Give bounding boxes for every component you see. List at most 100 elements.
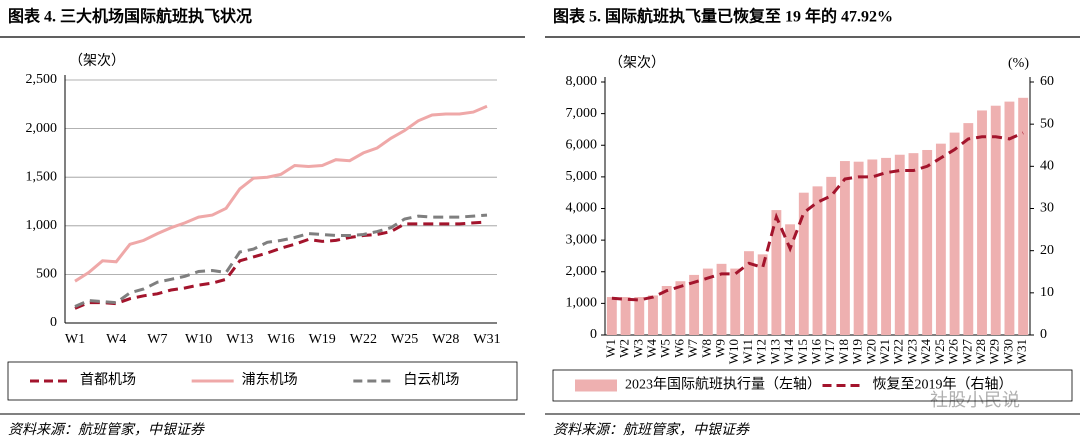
bar: [826, 176, 837, 335]
y2-tick-label: 20: [1040, 243, 1054, 258]
y2-tick-label: 10: [1040, 285, 1054, 300]
x-tick-label: W10: [726, 339, 741, 364]
y-tick-label: 0: [50, 315, 57, 330]
bar: [894, 154, 905, 335]
x-tick-label: W8: [699, 339, 714, 358]
bar: [730, 268, 741, 335]
x-tick-label: W5: [658, 339, 673, 358]
source: 资料来源：航班管家，中银证券: [553, 422, 750, 438]
x-tick-label: W9: [713, 339, 728, 358]
bar: [744, 251, 754, 335]
bar: [1004, 101, 1015, 335]
x-tick-label: W24: [918, 339, 933, 365]
x-tick-label: W19: [309, 332, 336, 347]
y-tick-label: 2,500: [26, 72, 58, 87]
y-tick-label: 8,000: [566, 74, 598, 89]
x-tick-label: W27: [959, 339, 974, 365]
y-tick-label: 1,000: [26, 218, 58, 233]
bar: [963, 123, 974, 335]
legend-box: [552, 369, 1073, 402]
y-tick-label: 1,500: [26, 169, 58, 184]
x-tick-label: W21: [877, 339, 892, 364]
bar: [675, 281, 686, 335]
y-tick-label: 1,000: [566, 296, 598, 311]
y-tick-label: 4,000: [566, 201, 598, 216]
bar: [922, 149, 933, 335]
x-tick-label: W23: [904, 339, 919, 364]
y-tick-label: 500: [36, 267, 57, 282]
bar: [798, 192, 809, 335]
y-tick-label: 3,000: [566, 232, 598, 247]
x-tick-label: W7: [147, 332, 167, 347]
y-tick-label: 7,000: [566, 106, 598, 121]
x-tick-label: W15: [795, 339, 810, 364]
bar: [839, 161, 850, 335]
series-line: [74, 213, 488, 308]
bar: [867, 159, 878, 335]
x-tick-label: W2: [617, 339, 632, 358]
y-axis-label: （架次）: [609, 55, 665, 71]
y2-tick-label: 0: [1040, 327, 1047, 342]
x-tick-label: W6: [671, 339, 686, 358]
y-tick-label: 2,000: [26, 121, 58, 136]
x-tick-label: W30: [1000, 339, 1015, 364]
bar: [648, 295, 658, 335]
x-tick-label: W17: [822, 339, 837, 365]
bar: [620, 297, 631, 335]
series-line: [611, 131, 1024, 302]
legend-label: 浦东机场: [242, 372, 298, 388]
x-tick-label: W14: [781, 339, 796, 365]
x-tick-label: W26: [946, 339, 961, 365]
x-tick-label: W31: [473, 332, 500, 347]
bar: [853, 161, 864, 335]
bar: [881, 157, 891, 335]
y-tick-label: 5,000: [566, 169, 598, 184]
legend-label: 首都机场: [80, 372, 136, 388]
watermark: 社股小民说: [930, 390, 1020, 410]
bar: [661, 285, 672, 335]
x-tick-label: W16: [808, 339, 823, 365]
bar: [990, 105, 1001, 335]
chart-title: 图表 5. 国际航班执飞量已恢复至 19 年的 47.92%: [553, 7, 893, 26]
x-tick-label: W22: [891, 339, 906, 364]
bar: [908, 153, 919, 335]
x-tick-label: W11: [740, 339, 755, 364]
y-tick-label: 0: [590, 327, 597, 342]
legend-swatch: [575, 379, 617, 392]
x-tick-label: W13: [226, 332, 253, 347]
x-tick-label: W4: [644, 339, 659, 358]
bar: [977, 110, 987, 336]
legend-label: 白云机场: [403, 372, 459, 388]
bar: [702, 268, 713, 335]
bar: [606, 297, 617, 335]
y2-tick-label: 50: [1040, 116, 1054, 131]
bar: [812, 186, 823, 335]
x-tick-label: W7: [685, 339, 700, 358]
series-line: [74, 220, 488, 310]
y2-tick-label: 30: [1040, 201, 1054, 216]
x-tick-label: W19: [850, 339, 865, 364]
legend-label: 恢复至2019年（右轴）: [873, 376, 1013, 393]
bar: [949, 132, 960, 335]
x-tick-label: W1: [603, 339, 618, 358]
x-tick-label: W1: [65, 332, 85, 347]
x-tick-label: W3: [630, 339, 645, 358]
source: 资料来源：航班管家，中银证券: [8, 422, 205, 438]
chart-title: 图表 4. 三大机场国际航班执飞状况: [8, 7, 252, 26]
x-tick-label: W16: [267, 332, 294, 347]
legend-label: 2023年国际航班执行量（左轴）: [625, 377, 821, 393]
x-tick-label: W10: [185, 332, 212, 347]
x-tick-label: W31: [1014, 339, 1029, 364]
y2-tick-label: 40: [1040, 159, 1054, 174]
x-tick-label: W20: [863, 339, 878, 364]
bar: [771, 210, 782, 335]
x-tick-label: W18: [836, 339, 851, 364]
series-line: [74, 104, 488, 283]
bar: [935, 143, 946, 335]
x-tick-label: W25: [932, 339, 947, 364]
x-tick-label: W28: [432, 332, 459, 347]
x-tick-label: W22: [350, 332, 377, 347]
y2-axis-label: (%): [1008, 56, 1029, 71]
y2-tick-label: 60: [1040, 74, 1054, 89]
